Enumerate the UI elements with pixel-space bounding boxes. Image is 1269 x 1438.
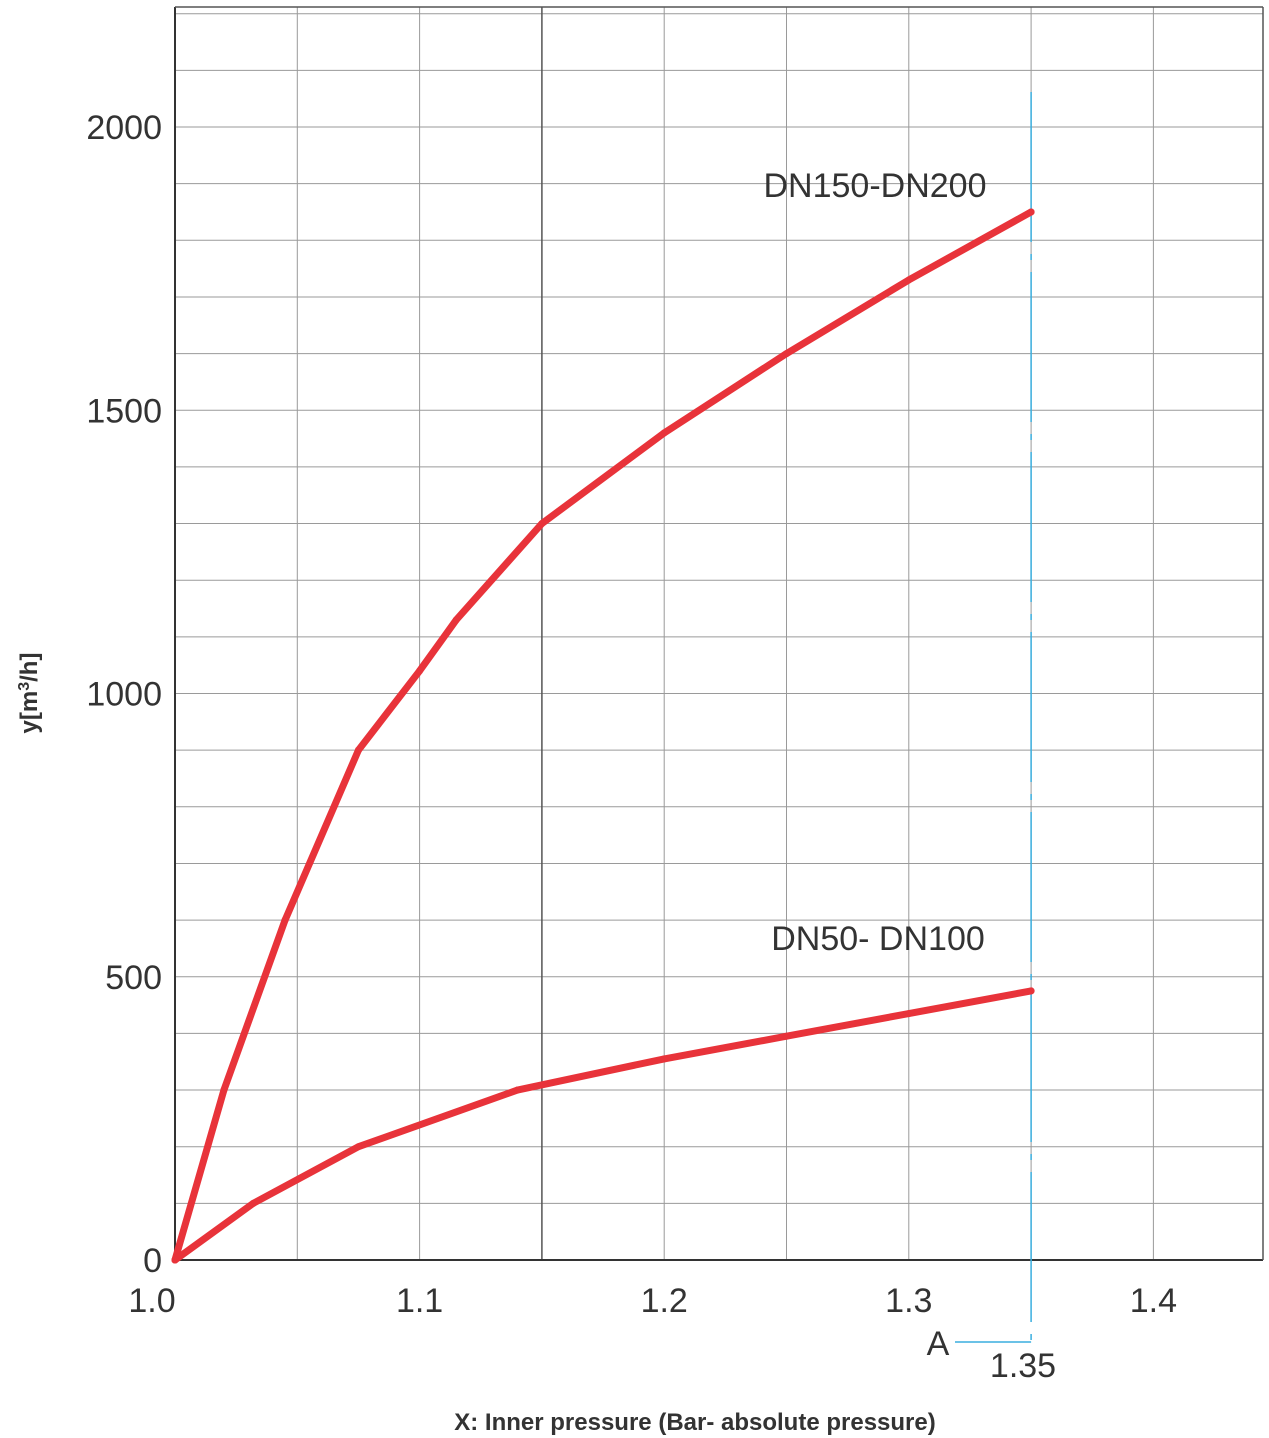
series-0-point (538, 520, 546, 528)
plot-frame (174, 6, 1264, 1261)
reference-line (955, 92, 1032, 1343)
series-line-1 (171, 987, 1035, 1264)
series-0-point (220, 1086, 228, 1094)
reference-value-label: 1.35 (990, 1347, 1056, 1385)
series-0-point (354, 746, 362, 754)
series-1-point (354, 1143, 362, 1151)
series-0-point (416, 667, 424, 675)
y-axis-title-end: /h] (16, 653, 43, 682)
series-1-point (660, 1055, 668, 1063)
series-1-point (905, 1010, 913, 1018)
series-1-point (513, 1086, 521, 1094)
x-tick-label: 1.3 (885, 1282, 932, 1320)
series-1-point (783, 1032, 790, 1040)
y-tick-label: 0 (143, 1242, 162, 1280)
y-tick-labels: 0 500 1000 1500 2000 (86, 109, 162, 1280)
y-tick-label: 2000 (86, 109, 162, 147)
y-axis-title-main: y[m (16, 691, 43, 734)
series-0-point (1027, 208, 1035, 216)
series-0-point (660, 429, 668, 437)
series-0-point (783, 350, 790, 358)
series-1-point (1027, 987, 1035, 995)
x-axis-title: X: Inner pressure (Bar- absolute pressur… (454, 1409, 935, 1436)
series-line-0 (171, 208, 1035, 1264)
series-0-point (905, 276, 913, 284)
series-0-point (281, 916, 289, 924)
x-tick-label: 1.1 (396, 1282, 443, 1320)
series-group (171, 208, 1035, 1264)
series-0-point (452, 616, 460, 624)
series-1-point (249, 1199, 257, 1207)
x-tick-label: 1.4 (1130, 1282, 1177, 1320)
reference-marker-a: A (927, 1325, 950, 1363)
series-label-dn150-dn200: DN150-DN200 (764, 167, 987, 205)
y-tick-label: 1500 (86, 392, 162, 430)
y-tick-label: 1000 (86, 676, 162, 714)
y-axis-title-superscript: 3 (16, 682, 33, 691)
x-tick-label: 1.0 (128, 1282, 175, 1320)
y-axis-title: y[m3/h] (16, 653, 43, 734)
series-1-point (171, 1256, 179, 1264)
series-label-dn50-dn100: DN50- DN100 (771, 920, 985, 958)
y-tick-label: 500 (105, 959, 162, 997)
x-tick-label: 1.2 (641, 1282, 688, 1320)
grid (175, 7, 1263, 1260)
x-tick-labels: 1.0 1.1 1.2 1.3 1.4 (128, 1282, 1177, 1320)
